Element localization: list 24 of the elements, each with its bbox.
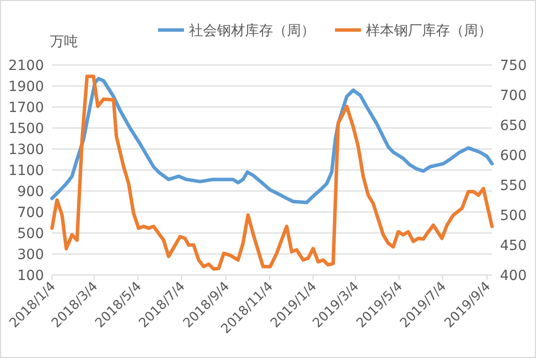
y2-tick-label: 700 [500,88,527,104]
y-tick-label: 1100 [8,163,44,179]
y2-tick-label: 450 [500,238,527,254]
y-tick-label: 2100 [8,58,44,74]
y-tick-label: 1300 [8,142,44,158]
y2-tick-label: 500 [500,208,527,224]
y-axis-title: 万吨 [50,34,78,50]
y2-tick-label: 650 [500,118,527,134]
legend-label: 社会钢材库存（周） [189,23,315,39]
y-tick-label: 500 [17,226,44,242]
y-tick-label: 1700 [8,100,44,116]
line-series [50,74,494,271]
y2-tick-label: 400 [500,268,527,284]
line-series [50,76,494,204]
y-tick-label: 1500 [8,121,44,137]
y2-tick-label: 550 [500,178,527,194]
y-tick-label: 700 [17,205,44,221]
y-tick-label: 900 [17,184,44,200]
y-tick-label: 100 [17,268,44,284]
legend-label: 样本钢厂库存（周） [366,23,492,39]
y-tick-label: 1900 [8,79,44,95]
y2-tick-label: 750 [500,58,527,74]
y2-tick-label: 600 [500,148,527,164]
y-tick-label: 300 [17,247,44,263]
